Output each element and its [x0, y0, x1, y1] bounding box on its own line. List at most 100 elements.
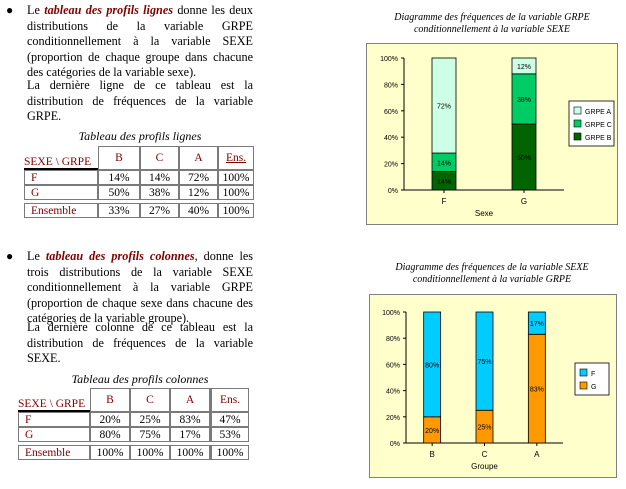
bar-segment: [511, 57, 537, 75]
table-row: G 80% 75% 17% 53%: [18, 427, 249, 442]
y-tick-label: 80%: [386, 336, 400, 343]
y-tick-label: 60%: [386, 362, 400, 369]
data-label: 20%: [425, 428, 439, 435]
table2-row-label: G: [18, 427, 90, 442]
bullet-2: ●: [6, 249, 14, 263]
legend-label: F: [591, 371, 595, 378]
section1-text2: La dernière ligne de ce tableau est la d…: [27, 78, 253, 124]
table-cell: 100%: [170, 445, 210, 460]
section2-text2: La dernière colonne de ce tableau est la…: [27, 320, 253, 366]
table-cell: 100%: [130, 445, 170, 460]
table1-caption: Tableau des profils lignes: [78, 129, 202, 143]
table-cell: 50%: [98, 185, 140, 200]
table-row: Ensemble 33% 27% 40% 100%: [24, 203, 254, 218]
table2-header-ens: Ens.: [210, 388, 249, 412]
data-label: 14%: [437, 160, 451, 167]
chart2-svg: 0% 20% 40% 60% 80% 100% 20% 80% B 25% 75% C 83% 17% A G…: [382, 310, 610, 471]
chart1-svg: 0% 20% 40% 60% 80% 100% 14% 14% 72% F 50% 38% 12% G Se…: [380, 56, 615, 218]
table-cell: 12%: [179, 185, 218, 200]
y-tick-label: 20%: [384, 162, 398, 169]
x-tick-label: B: [429, 450, 434, 459]
table-cell: 38%: [140, 185, 179, 200]
table-row: F 20% 25% 83% 47%: [18, 412, 249, 427]
table-cell: 100%: [218, 185, 254, 200]
table1-header-ens: Ens.: [218, 146, 254, 170]
section1-pre: Le: [27, 3, 45, 17]
section1-paragraph: Le tableau des profils lignes donne les …: [27, 3, 253, 81]
table2-header-a: A: [170, 388, 210, 412]
x-axis-label: Groupe: [471, 462, 498, 471]
y-tick-label: 80%: [384, 82, 398, 89]
table-cell: 27%: [140, 203, 179, 218]
table-cell: 100%: [218, 170, 254, 185]
bullet-1: ●: [6, 3, 14, 17]
legend-swatch: [573, 119, 582, 128]
y-tick-label: 0%: [388, 188, 398, 195]
section2-paragraph: Le tableau des profils colonnes, donne l…: [27, 249, 253, 327]
x-tick-label: C: [482, 450, 488, 459]
table1-header-c: C: [140, 146, 179, 170]
data-label: 38%: [517, 97, 531, 104]
legend-swatch: [573, 132, 582, 141]
table-row: Ensemble 100% 100% 100% 100%: [18, 445, 249, 460]
table1-row-label: G: [24, 185, 98, 200]
y-tick-label: 40%: [384, 135, 398, 142]
data-label: 14%: [437, 179, 451, 186]
table2-caption: Tableau des profils colonnes: [71, 372, 209, 386]
profils-lignes-table: SEXE \ GRPE B C A Ens. F 14% 14% 72% 100…: [24, 146, 254, 218]
table2-row-label: F: [18, 412, 90, 427]
data-label: 75%: [477, 359, 491, 366]
table-cell: 83%: [170, 412, 210, 427]
bar-segment: [475, 311, 494, 411]
table-row: G 50% 38% 12% 100%: [24, 185, 254, 200]
table-cell: 40%: [179, 203, 218, 218]
legend-label: GRPE A: [585, 109, 611, 116]
y-tick-label: 100%: [382, 310, 400, 317]
x-tick-label: A: [534, 450, 540, 459]
data-label: 12%: [517, 64, 531, 71]
x-axis-label: Sexe: [475, 209, 494, 218]
table-cell: 20%: [90, 412, 130, 427]
y-tick-label: 100%: [380, 56, 398, 63]
legend-swatch: [573, 106, 582, 115]
table-cell: 75%: [130, 427, 170, 442]
legend-swatch: [579, 368, 588, 377]
x-tick-label: G: [521, 197, 527, 206]
y-tick-label: 40%: [386, 389, 400, 396]
chart2-title: Diagramme des fréquences de la variable …: [395, 262, 589, 285]
section2-text1: , donne les trois distributions de la va…: [27, 249, 254, 326]
section1-text1: donne les deux distributions de la varia…: [27, 3, 253, 80]
x-tick-label: F: [442, 197, 447, 206]
table-cell: 14%: [140, 170, 179, 185]
table2-header-c: C: [130, 388, 170, 412]
legend-label: G: [591, 384, 596, 391]
table-cell: 72%: [179, 170, 218, 185]
table-row: F 14% 14% 72% 100%: [24, 170, 254, 185]
table-cell: 47%: [210, 412, 249, 427]
table1-row-label: F: [24, 170, 98, 185]
table-cell: 100%: [90, 445, 130, 460]
data-label: 25%: [477, 425, 491, 432]
y-tick-label: 20%: [386, 415, 400, 422]
section2-keyword: tableau des profils colonnes: [45, 249, 195, 263]
table-cell: 53%: [210, 427, 249, 442]
section1-keyword: tableau des profils lignes: [44, 3, 173, 17]
section2-pre: Le: [27, 249, 46, 263]
table-cell: 80%: [90, 427, 130, 442]
table-cell: 33%: [98, 203, 140, 218]
chart2-area: 0% 20% 40% 60% 80% 100% 20% 80% B 25% 75% C 83% 17% A G…: [369, 294, 617, 478]
chart1-area: 0% 20% 40% 60% 80% 100% 14% 14% 72% F 50% 38% 12% G Se…: [366, 43, 618, 225]
data-label: 80%: [425, 362, 439, 369]
bar-segment: [511, 73, 537, 125]
table2-row-label: Ensemble: [18, 445, 90, 460]
table-cell: 14%: [98, 170, 140, 185]
table-cell: 100%: [210, 445, 249, 460]
bar-segment: [431, 57, 457, 154]
legend-box: [574, 362, 610, 396]
legend-label: GRPE B: [585, 135, 612, 142]
table1-header-b: B: [98, 146, 140, 170]
table-cell: 17%: [170, 427, 210, 442]
data-label: 83%: [530, 387, 544, 394]
data-label: 72%: [437, 104, 451, 111]
chart1-title: Diagramme des fréquences de la variable …: [394, 12, 590, 35]
